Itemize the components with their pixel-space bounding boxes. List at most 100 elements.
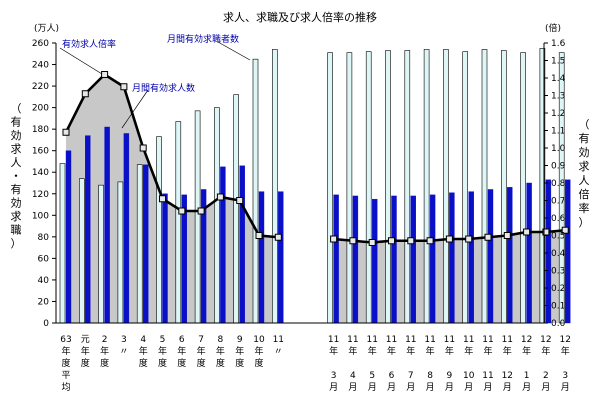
bar-seekers-0 <box>59 163 66 324</box>
left-tick-label-6: 120 <box>32 190 49 200</box>
x-label-10-1: 年 <box>254 345 263 357</box>
x-label-4-2: 度 <box>139 357 148 369</box>
right-tick-label-8: 0.8 <box>551 179 566 189</box>
left-axis-title-char-9: 職 <box>11 224 22 237</box>
ratio-point-22 <box>523 228 531 236</box>
ratio-point-24 <box>561 226 569 234</box>
bar-jobs-9 <box>239 165 245 324</box>
x-label-5-1: 年 <box>158 345 167 357</box>
x-label-11-0: 11 <box>273 335 284 345</box>
x-label-17-3: 8 <box>427 371 433 381</box>
x-label-19-4: 月 <box>464 382 473 393</box>
right-tick-label-3: 0.3 <box>551 267 565 277</box>
annotation-jobs: 月間有効求人数 <box>132 82 195 94</box>
left-axis-title-char-1: 有 <box>11 115 22 129</box>
bar-seekers-2 <box>98 184 104 324</box>
left-tick-label-0: 0 <box>43 319 49 329</box>
x-label-16-1: 年 <box>406 345 415 357</box>
x-label-24-4: 月 <box>561 382 570 393</box>
x-label-22-3: 1 <box>524 371 530 381</box>
annotation-seekers: 月間有効求職者数 <box>167 33 239 45</box>
right-tick-label-6: 0.6 <box>551 214 566 224</box>
x-label-7-1: 年 <box>197 345 206 357</box>
right-axis-title-char-2: 効 <box>579 145 590 159</box>
bar-seekers-10 <box>252 58 259 324</box>
left-tick-label-8: 160 <box>32 147 49 157</box>
right-axis-title-char-7: ） <box>579 216 590 229</box>
x-label-11-1: 〃 <box>274 347 283 357</box>
x-label-23-1: 年 <box>541 345 550 357</box>
bar-seekers-12 <box>327 52 333 324</box>
right-axis-title-char-3: 求 <box>579 160 590 173</box>
bar-jobs-8 <box>220 166 226 324</box>
x-label-22-4: 月 <box>522 382 531 393</box>
left-tick-label-9: 180 <box>32 125 49 135</box>
right-axis-title-char-4: 人 <box>579 174 590 187</box>
x-label-18-3: 9 <box>447 371 453 381</box>
bar-seekers-8 <box>214 107 220 324</box>
right-tick-label-5: 0.5 <box>551 232 565 242</box>
x-label-24-3: 3 <box>562 371 568 381</box>
x-label-2-0: 2 <box>102 335 108 345</box>
left-tick-label-2: 40 <box>38 276 50 286</box>
x-label-17-0: 11 <box>424 335 435 345</box>
bar-seekers-7 <box>194 110 201 324</box>
left-tick-label-10: 200 <box>32 104 49 114</box>
x-label-17-1: 年 <box>426 345 435 357</box>
right-tick-label-9: 0.9 <box>551 162 566 172</box>
bar-seekers-14 <box>365 51 372 324</box>
bar-seekers-9 <box>233 94 239 324</box>
bar-jobs-22 <box>526 182 532 324</box>
x-label-9-0: 9 <box>237 335 243 345</box>
left-tick-label-12: 240 <box>32 61 49 71</box>
right-tick-label-4: 0.4 <box>551 249 566 259</box>
x-label-10-0: 10 <box>253 335 265 345</box>
x-label-20-4: 月 <box>483 382 492 393</box>
x-label-10-2: 度 <box>254 357 263 369</box>
bar-seekers-16 <box>404 50 411 324</box>
x-label-21-0: 11 <box>502 335 513 345</box>
x-label-0-2: 度 <box>61 357 70 369</box>
bar-jobs-20 <box>487 189 494 324</box>
ratio-point-10 <box>255 232 263 239</box>
x-label-24-1: 年 <box>561 345 570 357</box>
ratio-point-3 <box>120 83 128 91</box>
x-label-6-2: 度 <box>177 357 186 369</box>
ratio-point-6 <box>178 207 186 215</box>
ratio-point-11 <box>274 233 282 241</box>
x-label-20-1: 年 <box>483 345 492 357</box>
x-label-9-1: 年 <box>235 345 244 357</box>
bar-seekers-21 <box>500 50 507 324</box>
right-axis-unit: (倍) <box>545 22 561 34</box>
left-axis-title-char-6: 有 <box>11 182 22 196</box>
x-label-19-1: 年 <box>464 345 473 357</box>
right-tick-label-15: 1.5 <box>551 57 565 67</box>
right-tick-label-13: 1.3 <box>551 92 565 102</box>
x-label-14-1: 年 <box>368 345 377 357</box>
right-tick-label-10: 1.0 <box>551 144 566 154</box>
bar-seekers-22 <box>520 52 526 324</box>
left-axis-title-char-8: 求 <box>11 210 22 223</box>
x-label-13-1: 年 <box>348 345 357 357</box>
x-label-0-4: 均 <box>61 381 70 393</box>
ratio-point-14 <box>368 239 376 246</box>
left-tick-label-3: 60 <box>38 254 50 264</box>
x-label-2-1: 年 <box>100 345 109 357</box>
left-axis-title-char-2: 効 <box>11 128 22 142</box>
x-label-0-0: 63 <box>60 335 71 345</box>
leader-seekers <box>217 41 251 61</box>
x-label-18-4: 月 <box>445 382 454 393</box>
right-tick-label-7: 0.7 <box>551 197 565 207</box>
ratio-point-19 <box>465 235 473 243</box>
ratio-point-7 <box>197 207 205 215</box>
chart-title: 求人、求職及び求人倍率の推移 <box>223 10 377 24</box>
x-label-8-2: 度 <box>216 357 225 369</box>
x-label-20-3: 11 <box>482 371 493 381</box>
left-tick-label-5: 100 <box>32 211 49 221</box>
x-label-15-1: 年 <box>387 345 396 357</box>
bar-jobs-1 <box>85 135 91 324</box>
x-label-23-3: 2 <box>543 371 549 381</box>
left-tick-label-1: 20 <box>38 297 50 307</box>
x-label-8-1: 年 <box>216 345 225 357</box>
